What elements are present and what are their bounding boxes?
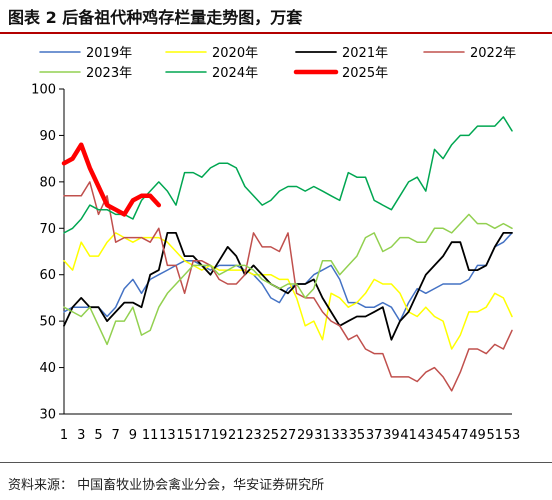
legend-label: 2022年 xyxy=(470,46,516,61)
series-line-2024年 xyxy=(63,116,513,234)
chart-legend: 2019年 2020年 2021年 2022年 2023年 2024年 2025年 xyxy=(39,46,516,81)
source-divider xyxy=(0,462,552,463)
x-tick-label: 25 xyxy=(262,428,279,443)
legend-item: 2021年 xyxy=(295,46,388,61)
x-tick-label: 45 xyxy=(435,428,452,443)
x-tick-label: 17 xyxy=(194,428,211,443)
x-tick-label: 39 xyxy=(383,428,400,443)
x-tick-label: 33 xyxy=(331,428,348,443)
x-tick-label: 51 xyxy=(486,428,503,443)
x-tick-label: 41 xyxy=(400,428,417,443)
legend-label: 2023年 xyxy=(86,66,132,81)
series-line-2020年 xyxy=(63,232,513,350)
x-tick-label: 49 xyxy=(469,428,486,443)
x-tick-label: 47 xyxy=(452,428,469,443)
legend-item: 2024年 xyxy=(165,66,258,81)
legend-item: 2023年 xyxy=(39,66,132,81)
x-tick-label: 27 xyxy=(280,428,297,443)
y-tick-label: 40 xyxy=(39,361,56,376)
y-tick-label: 30 xyxy=(39,408,56,423)
x-tick-label: 13 xyxy=(159,428,176,443)
x-tick-label: 31 xyxy=(314,428,331,443)
series-line-2021年 xyxy=(63,231,513,341)
x-tick-label: 35 xyxy=(349,428,366,443)
x-tick-label: 19 xyxy=(211,428,228,443)
title-divider xyxy=(0,32,552,34)
x-tick-label: 1 xyxy=(60,428,68,443)
y-axis: 30 40 50 60 70 80 90 100 xyxy=(31,83,65,423)
x-tick-label: 21 xyxy=(228,428,245,443)
x-tick-label: 11 xyxy=(142,428,159,443)
legend-label: 2025年 xyxy=(342,66,388,81)
x-tick-label: 3 xyxy=(77,428,85,443)
x-tick-label: 29 xyxy=(297,428,314,443)
legend-item: 2022年 xyxy=(423,46,516,61)
legend-label: 2020年 xyxy=(212,46,258,61)
legend-item: 2020年 xyxy=(165,46,258,61)
legend-label: 2021年 xyxy=(342,46,388,61)
y-tick-label: 60 xyxy=(39,268,56,283)
x-tick-label: 23 xyxy=(245,428,262,443)
series-layer xyxy=(61,116,513,392)
chart: 2019年 2020年 2021年 2022年 2023年 2024年 2025年 30 40… xyxy=(31,46,521,443)
y-tick-label: 70 xyxy=(39,222,56,237)
legend-item: 2019年 xyxy=(39,46,132,61)
y-tick-label: 50 xyxy=(39,315,56,330)
series-line-2022年 xyxy=(63,181,513,392)
legend-label: 2019年 xyxy=(86,46,132,61)
page-title: 图表 2 后备祖代种鸡存栏量走势图，万套 xyxy=(8,8,303,27)
legend-label: 2024年 xyxy=(212,66,258,81)
y-tick-label: 90 xyxy=(39,129,56,144)
series-line-2025年 xyxy=(61,142,162,217)
x-tick-label: 53 xyxy=(504,428,521,443)
x-tick-label: 9 xyxy=(129,428,137,443)
x-tick-label: 7 xyxy=(112,428,120,443)
x-tick-label: 5 xyxy=(94,428,102,443)
y-tick-label: 100 xyxy=(31,83,56,98)
series-line-2023年 xyxy=(63,213,513,346)
series-line-2019年 xyxy=(63,232,513,322)
legend-item: 2025年 xyxy=(293,66,388,81)
x-tick-label: 15 xyxy=(176,428,193,443)
x-axis: 1 3 5 7 9 11 13 15 17 19 21 23 25 27 29 31 33 35 37 39 41 43 4… xyxy=(60,413,521,443)
source-note: 资料来源： 中国畜牧业协会禽业分会，华安证券研究所 xyxy=(8,478,325,493)
x-tick-label: 37 xyxy=(366,428,383,443)
y-tick-label: 80 xyxy=(39,175,56,190)
x-tick-label: 43 xyxy=(418,428,435,443)
